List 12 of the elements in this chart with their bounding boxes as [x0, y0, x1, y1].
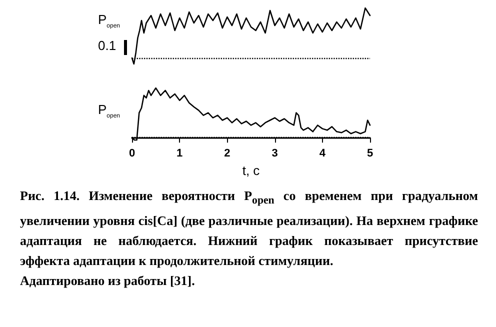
text: Адаптировано из работы [31]. — [20, 272, 196, 290]
x-tick-label: 1 — [176, 148, 183, 160]
y-axis-title: P$_{open}$ — [98, 12, 120, 30]
x-tick-label: 5 — [366, 148, 374, 160]
x-tick-label: 2 — [224, 148, 230, 160]
x-axis-title: t, c — [242, 163, 260, 178]
x-tick-label: 0 — [128, 148, 136, 160]
x-tick-label: 4 — [319, 148, 326, 160]
y-axis-title: P$_{open}$ — [98, 102, 120, 120]
x-tick-label: 3 — [272, 148, 278, 160]
text: 0.1 — [98, 38, 116, 53]
text: Рис. 1.14. Изменение вероятности P$_{open}$ со временем при градуальном увеличении уровня cis[Ca] (две различные реализации). На верхнем графике адаптация не наблюдается. Нижний график показывает присутствие эффекта адаптации к продолжительной стимуляции. — [20, 187, 478, 270]
